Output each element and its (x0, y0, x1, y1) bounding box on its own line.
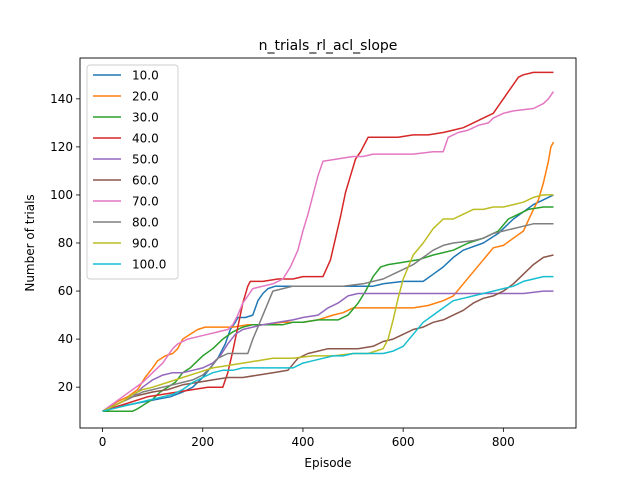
series-line-40.0 (102, 71, 554, 412)
series-line-90.0 (102, 194, 554, 412)
y-tick-label: 40 (58, 332, 73, 346)
x-tick-label: 400 (291, 435, 314, 449)
legend-label: 50.0 (132, 153, 159, 167)
y-tick-label: 60 (58, 284, 73, 298)
y-axis-ticks: 20 40 60 80 100 120 140 (50, 92, 80, 394)
x-axis-label: Episode (304, 456, 351, 470)
series-line-10.0 (102, 194, 554, 412)
plot-lines (102, 71, 555, 412)
series-line-70.0 (102, 91, 555, 412)
chart-legend: 10.0 20.0 30.0 40.0 50.0 60.0 70.0 80.0 90.0 100.… (86, 64, 179, 280)
legend-label: 20.0 (132, 90, 159, 104)
x-tick-label: 800 (492, 435, 515, 449)
y-tick-label: 140 (50, 92, 73, 106)
series-line-80.0 (102, 223, 554, 412)
chart-title: n_trials_rl_acl_slope (259, 38, 398, 54)
series-line-20.0 (102, 141, 555, 412)
legend-label: 100.0 (132, 258, 166, 272)
legend-items: 10.0 20.0 30.0 40.0 50.0 60.0 70.0 80.0 90.0 100.… (93, 69, 166, 272)
legend-label: 10.0 (132, 69, 159, 83)
legend-label: 90.0 (132, 237, 159, 251)
x-tick-label: 600 (392, 435, 415, 449)
legend-box (86, 64, 179, 280)
legend-label: 40.0 (132, 132, 159, 146)
legend-label: 30.0 (132, 111, 159, 125)
y-axis-label: Number of trials (23, 194, 37, 291)
y-tick-label: 100 (50, 188, 73, 202)
y-tick-label: 120 (50, 140, 73, 154)
series-line-100.0 (102, 275, 554, 412)
x-axis-ticks: 0 200 400 600 800 (99, 428, 515, 449)
x-tick-label: 0 (99, 435, 107, 449)
series-line-50.0 (102, 290, 554, 412)
legend-label: 60.0 (132, 174, 159, 188)
y-tick-label: 80 (58, 236, 73, 250)
y-tick-label: 20 (58, 380, 73, 394)
legend-label: 70.0 (132, 195, 159, 209)
x-tick-label: 200 (191, 435, 214, 449)
legend-label: 80.0 (132, 216, 159, 230)
series-line-60.0 (102, 254, 554, 412)
